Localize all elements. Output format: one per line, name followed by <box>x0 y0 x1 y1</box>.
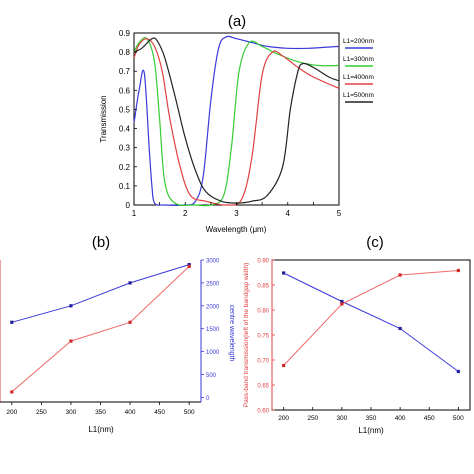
y2-tick-label-b: 1500 <box>206 327 220 333</box>
y-tick-label-a: 0.2 <box>119 163 131 172</box>
y-tick-label-c: 0.65 <box>257 384 269 390</box>
series-line-a-3 <box>133 38 340 206</box>
data-point-c-1 <box>340 299 344 304</box>
panel-label-c: (c) <box>366 234 384 251</box>
legend-label-a-1: L1=200nm <box>343 38 374 45</box>
y-tick-label-a: 0.5 <box>119 105 131 114</box>
plot-frame-c <box>271 259 471 411</box>
data-point-b-2 <box>69 339 73 343</box>
x-tick-label-c: 400 <box>395 415 406 422</box>
series-line-c-1 <box>283 272 459 372</box>
y-tick-label-a: 0.9 <box>119 29 131 38</box>
legend-a: L1=200nm L1=300nm L1=400nm L1=500nm <box>343 38 374 103</box>
y-tick-label-c: 0.90 <box>257 259 269 265</box>
chart-panel-c: 200 250 300 350 400 450 500 0.60 0.65 0.70 0.75 0.8… <box>243 259 471 435</box>
series-line-b-2 <box>11 266 190 393</box>
y-tick-label-a: 0 <box>126 201 131 210</box>
x-tick-label-c: 300 <box>336 415 347 422</box>
y-tick-label-c: 0.70 <box>257 359 269 365</box>
y2-tick-label-b: 2000 <box>206 304 220 310</box>
y-tick-label-a: 0.3 <box>119 144 131 153</box>
data-point-c-1 <box>398 326 402 331</box>
series-line-a-2 <box>133 37 340 207</box>
data-point-c-1 <box>282 271 286 275</box>
x-tick-label-b: 400 <box>125 409 136 416</box>
x-tick-label-c: 450 <box>424 415 435 422</box>
x-axis-label-c: L1(nm) <box>358 426 384 435</box>
y-axis-label-b-right: centre wavelength <box>228 305 235 362</box>
y-tick-label-a: 0.4 <box>119 125 131 134</box>
y-tick-label-c: 0.80 <box>257 309 269 315</box>
y-axis-label-a: Transmission <box>99 95 108 142</box>
x-tick-label-b: 350 <box>95 409 106 416</box>
series-line-b-1 <box>11 264 190 323</box>
series-line-c-2 <box>283 270 459 366</box>
y-tick-label-a: 0.1 <box>119 182 131 191</box>
y2-tick-label-b: 0 <box>206 396 210 402</box>
y-tick-label-a: 0.7 <box>119 67 131 76</box>
y2-tick-label-b: 3000 <box>206 259 220 265</box>
x-tick-label-c: 350 <box>366 415 377 422</box>
y2-tick-label-b: 500 <box>206 373 217 379</box>
data-point-b-1 <box>10 320 14 324</box>
data-point-b-2 <box>128 320 132 324</box>
x-tick-label-b: 500 <box>184 409 195 416</box>
x-axis-label-b: L1(nm) <box>88 425 114 434</box>
x-tick-label-a: 5 <box>337 209 342 218</box>
chart-panel-a: 1 2 3 4 5 0 0.1 0.2 0.3 0.4 0.5 0.6 0.7 0.8 0.9 Wavele… <box>99 29 374 234</box>
legend-label-a-3: L1=400nm <box>343 74 374 81</box>
data-point-b-1 <box>69 304 73 308</box>
y-tick-label-a: 0.8 <box>119 48 131 57</box>
x-tick-label-a: 1 <box>132 209 137 218</box>
y-axis-label-c: Pass-band transmission(left of the bandg… <box>243 263 250 408</box>
x-tick-label-b: 450 <box>154 409 165 416</box>
x-tick-label-a: 2 <box>183 209 188 218</box>
panel-label-a: (a) <box>228 13 246 30</box>
data-point-c-2 <box>456 268 460 273</box>
legend-label-a-4: L1=500nm <box>343 92 374 99</box>
y-tick-label-a: 0.6 <box>119 86 131 95</box>
data-point-b-1 <box>187 262 191 267</box>
data-point-c-2 <box>340 302 344 306</box>
y-tick-label-c: 0.60 <box>257 409 269 415</box>
x-axis-label-a: Wavelength (μm) <box>206 225 267 234</box>
y2-tick-label-b: 1000 <box>206 350 220 356</box>
x-tick-label-a: 3 <box>234 209 239 218</box>
y-tick-label-c: 0.75 <box>257 334 269 340</box>
x-tick-label-b: 250 <box>36 409 47 416</box>
series-line-a-1 <box>133 35 340 206</box>
data-point-b-2 <box>187 264 191 269</box>
x-tick-label-b: 200 <box>6 409 17 416</box>
data-point-c-2 <box>282 363 286 368</box>
panel-label-b: (b) <box>92 234 110 251</box>
legend-label-a-2: L1=300nm <box>343 56 374 63</box>
data-point-b-1 <box>128 281 132 285</box>
x-tick-label-a: 4 <box>286 209 291 218</box>
data-point-b-2 <box>10 390 14 394</box>
series-line-a-4 <box>133 37 340 204</box>
x-tick-label-b: 300 <box>66 409 77 416</box>
data-point-c-2 <box>398 273 402 277</box>
x-tick-label-c: 250 <box>307 415 318 422</box>
x-tick-label-c: 200 <box>278 415 289 422</box>
y2-tick-label-b: 2500 <box>206 281 220 287</box>
data-point-c-1 <box>456 369 460 374</box>
y-tick-label-c: 0.85 <box>257 284 269 290</box>
chart-panel-b: 200 250 300 350 400 450 500 0 500 1000 1500 2000 250… <box>0 259 235 434</box>
x-tick-label-c: 500 <box>453 415 464 422</box>
